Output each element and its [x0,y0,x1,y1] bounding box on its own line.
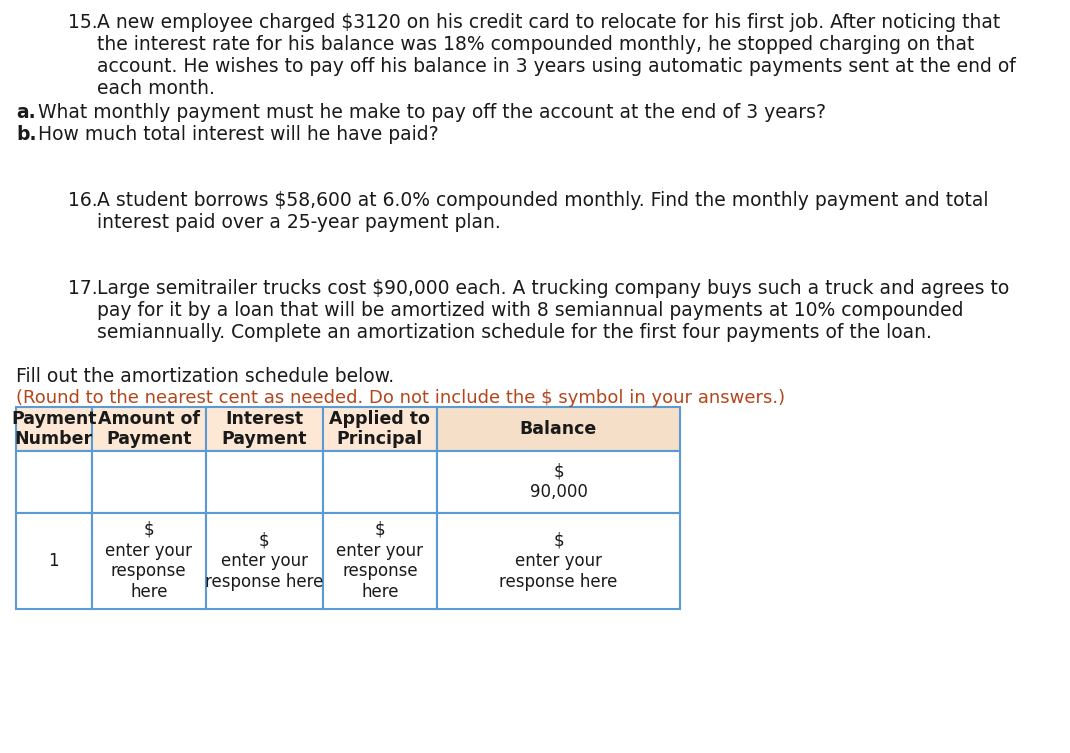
Text: $
90,000: $ 90,000 [530,462,587,501]
Text: Amount of
Payment: Amount of Payment [97,410,200,448]
Bar [92,451,205,513]
Text: Balance: Balance [520,420,597,438]
Text: Payment
Number: Payment Number [11,410,96,448]
Text: 17.: 17. [68,279,97,298]
Text: interest paid over a 25-year payment plan.: interest paid over a 25-year payment pla… [97,213,501,232]
Text: 16.: 16. [68,191,97,210]
Bar [205,451,323,513]
Text: $
enter your
response
here: $ enter your response here [105,521,193,601]
Text: $
enter your
response here: $ enter your response here [205,531,323,591]
Text: pay for it by a loan that will be amortized with 8 semiannual payments at 10% co: pay for it by a loan that will be amorti… [97,301,963,320]
Text: Applied to
Principal: Applied to Principal [330,410,430,448]
Bar [16,451,92,513]
Bar [16,407,92,451]
Bar [205,407,323,451]
Text: 1: 1 [48,552,59,570]
Text: A student borrows $58,600 at 6.0% compounded monthly. Find the monthly payment a: A student borrows $58,600 at 6.0% compou… [97,191,989,210]
Bar [92,513,205,609]
Text: 15.: 15. [68,13,97,32]
Bar [16,513,92,609]
Bar [437,407,681,451]
Bar [323,513,437,609]
Bar [92,407,205,451]
Bar [205,513,323,609]
Text: $
enter your
response
here: $ enter your response here [336,521,424,601]
Text: b.: b. [16,125,36,144]
Text: A new employee charged $3120 on his credit card to relocate for his first job. A: A new employee charged $3120 on his cred… [97,13,1000,32]
Text: Interest
Payment: Interest Payment [221,410,307,448]
Bar [437,451,681,513]
Text: a.: a. [16,103,35,122]
Bar [323,407,437,451]
Text: $
enter your
response here: $ enter your response here [500,531,617,591]
Bar [323,451,437,513]
Text: each month.: each month. [97,79,215,98]
Bar [437,513,681,609]
Text: Fill out the amortization schedule below.: Fill out the amortization schedule below… [16,367,394,386]
Text: How much total interest will he have paid?: How much total interest will he have pai… [39,125,439,144]
Text: (Round to the nearest cent as needed. Do not include the $ symbol in your answer: (Round to the nearest cent as needed. Do… [16,389,785,407]
Text: account. He wishes to pay off his balance in 3 years using automatic payments se: account. He wishes to pay off his balanc… [97,57,1015,76]
Text: Large semitrailer trucks cost $90,000 each. A trucking company buys such a truck: Large semitrailer trucks cost $90,000 ea… [97,279,1009,298]
Text: the interest rate for his balance was 18% compounded monthly, he stopped chargin: the interest rate for his balance was 18… [97,35,975,54]
Text: semiannually. Complete an amortization schedule for the first four payments of t: semiannually. Complete an amortization s… [97,323,932,342]
Text: What monthly payment must he make to pay off the account at the end of 3 years?: What monthly payment must he make to pay… [39,103,826,122]
